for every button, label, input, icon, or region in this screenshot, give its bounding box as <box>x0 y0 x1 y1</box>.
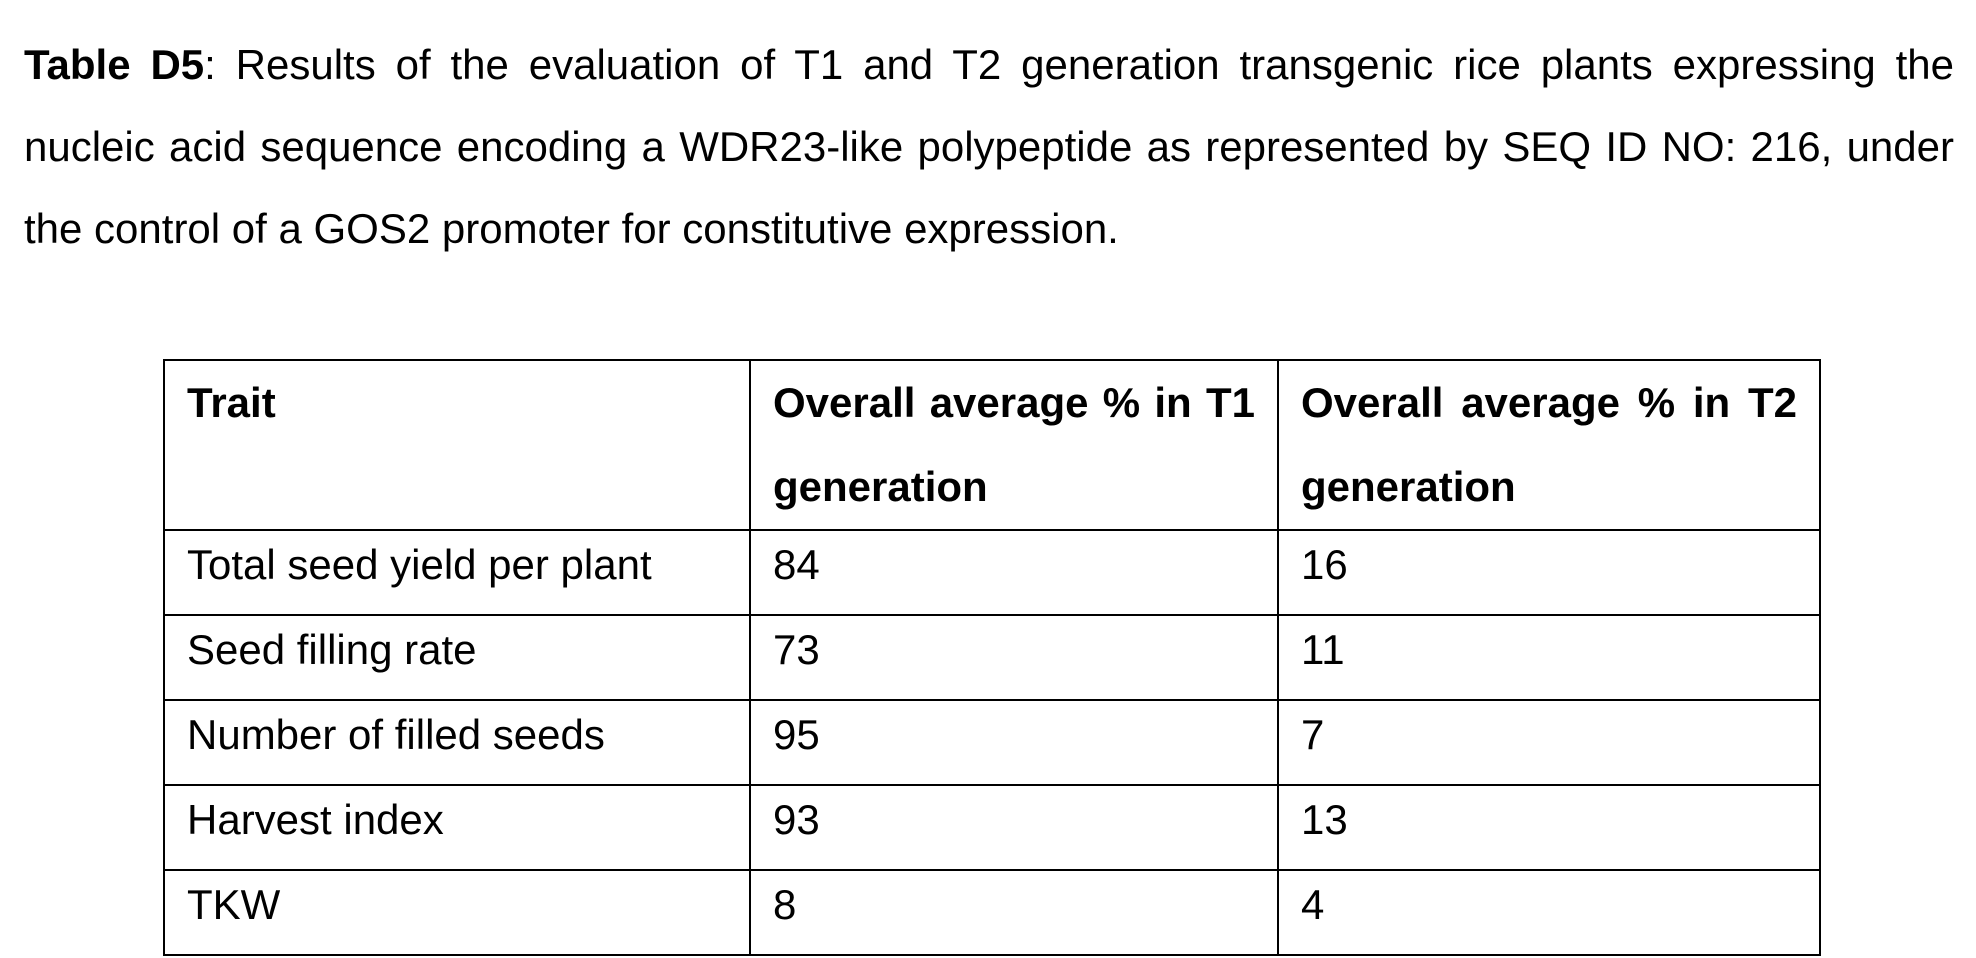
t1-value-cell: 73 <box>749 614 1279 701</box>
t2-value-cell: 7 <box>1277 699 1821 786</box>
table-row: Seed filling rate 73 11 <box>163 614 1821 701</box>
t1-value-cell: 84 <box>749 529 1279 616</box>
table-row: Harvest index 93 13 <box>163 784 1821 871</box>
header-row: Trait Overall average % in T1 generation… <box>163 359 1821 531</box>
header-t1: Overall average % in T1 generation <box>749 359 1279 531</box>
trait-cell: Total seed yield per plant <box>163 529 751 616</box>
t1-value-cell: 95 <box>749 699 1279 786</box>
table-row: TKW 8 4 <box>163 869 1821 956</box>
caption-text: : Results of the evaluation of T1 and T2… <box>24 41 1955 252</box>
trait-cell: Harvest index <box>163 784 751 871</box>
table-row: Number of filled seeds 95 7 <box>163 699 1821 786</box>
t1-value-cell: 93 <box>749 784 1279 871</box>
header-trait: Trait <box>163 359 751 531</box>
table-label: Table D5 <box>24 41 205 88</box>
t2-value-cell: 13 <box>1277 784 1821 871</box>
table-row: Total seed yield per plant 84 16 <box>163 529 1821 616</box>
table-caption: Table D5: Results of the evaluation of T… <box>24 24 1954 270</box>
t2-value-cell: 4 <box>1277 869 1821 956</box>
t1-value-cell: 8 <box>749 869 1279 956</box>
t2-value-cell: 16 <box>1277 529 1821 616</box>
header-t2: Overall average % in T2 generation <box>1277 359 1821 531</box>
t2-value-cell: 11 <box>1277 614 1821 701</box>
trait-cell: Number of filled seeds <box>163 699 751 786</box>
trait-cell: Seed filling rate <box>163 614 751 701</box>
results-table: Trait Overall average % in T1 generation… <box>163 359 1821 956</box>
trait-cell: TKW <box>163 869 751 956</box>
